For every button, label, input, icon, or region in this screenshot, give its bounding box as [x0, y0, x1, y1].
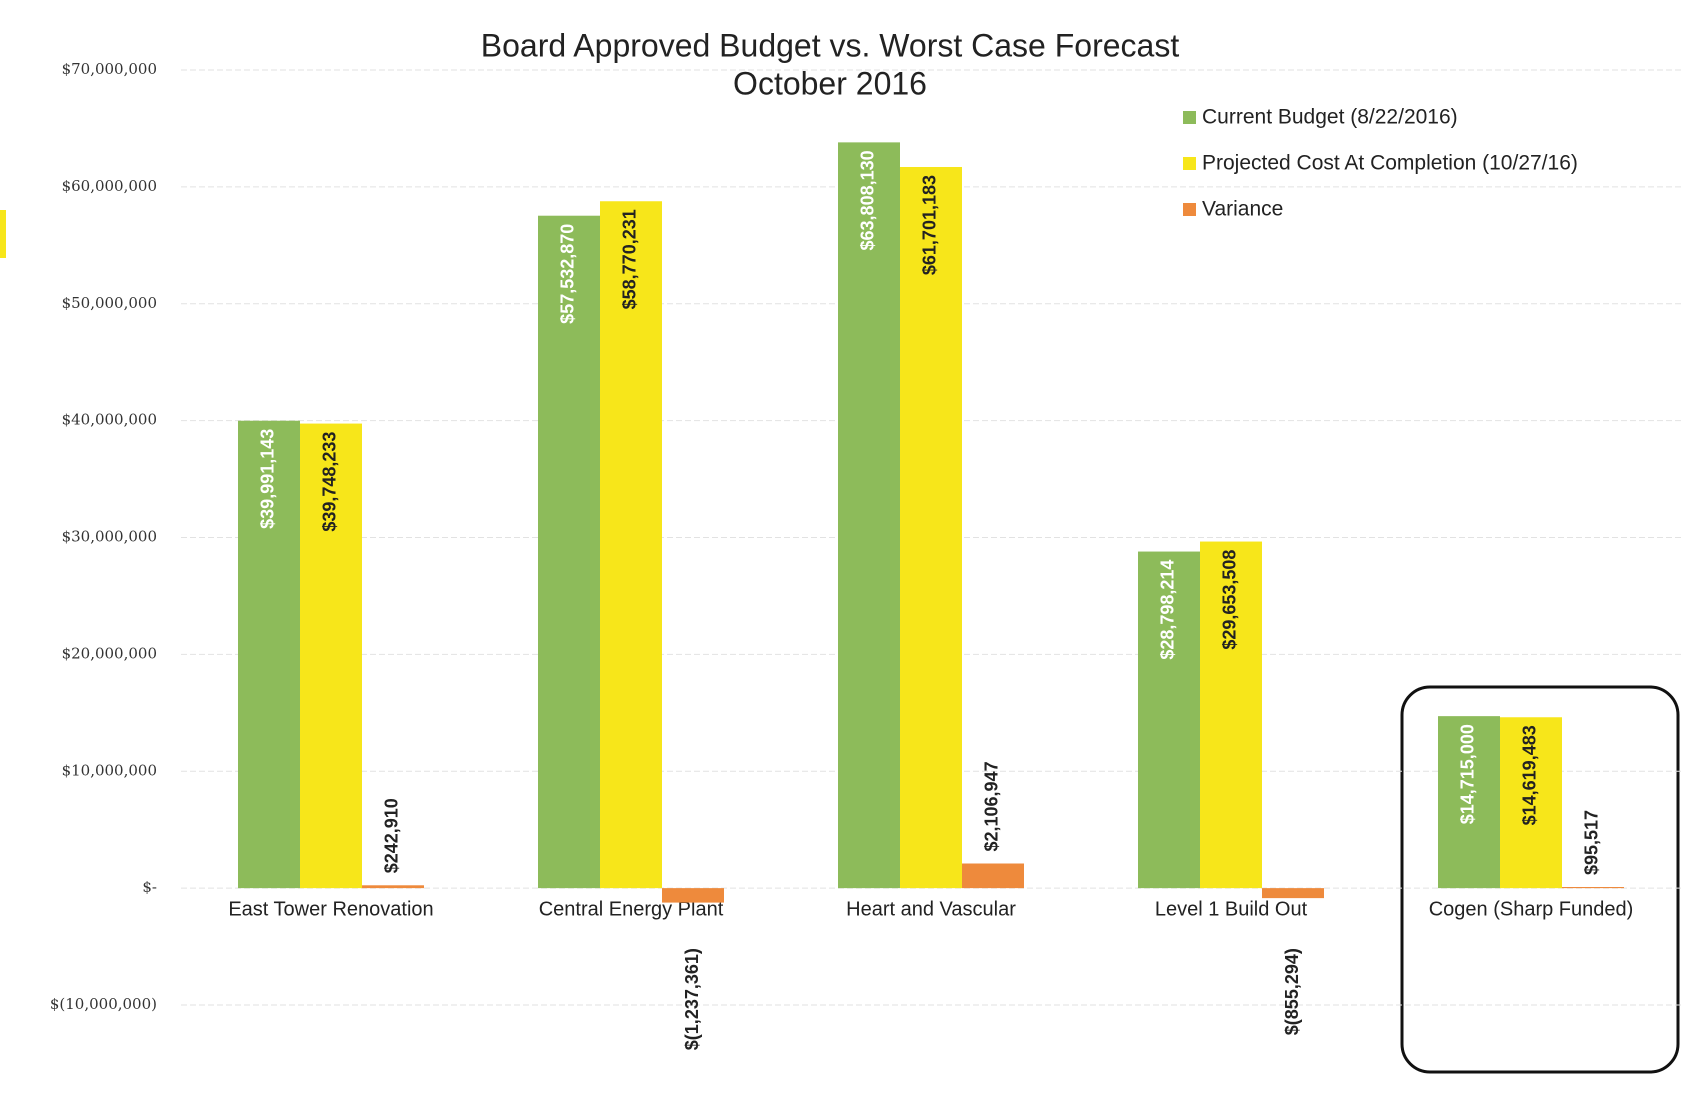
y-tick-label: $40,000,000 — [62, 411, 157, 429]
highlight-box — [1400, 685, 1680, 1074]
data-label: $63,808,130 — [858, 150, 878, 250]
data-label: $39,748,233 — [320, 432, 340, 532]
x-tick-label: Central Energy Plant — [539, 898, 724, 920]
data-label: $(1,237,361) — [682, 948, 702, 1050]
bar — [362, 885, 424, 889]
y-tick-label: $- — [142, 878, 157, 896]
legend-label: Variance — [1202, 198, 1283, 221]
y-tick-label: $20,000,000 — [62, 644, 157, 662]
y-tick-label: $10,000,000 — [62, 761, 157, 779]
x-tick-label: Cogen (Sharp Funded) — [1429, 898, 1634, 920]
chart-title: Board Approved Budget vs. Worst Case For… — [481, 27, 1180, 63]
bar — [600, 201, 662, 889]
bar — [538, 215, 600, 889]
x-tick-label: East Tower Renovation — [228, 898, 433, 920]
data-label: $2,106,947 — [982, 761, 1002, 851]
data-label: $61,701,183 — [920, 175, 940, 275]
y-tick-label: $50,000,000 — [62, 294, 157, 312]
data-label: $14,715,000 — [1458, 724, 1478, 824]
data-label: $28,798,214 — [1158, 560, 1178, 660]
x-tick-label: Heart and Vascular — [846, 898, 1016, 920]
data-label: $(855,294) — [1282, 948, 1302, 1035]
data-label: $39,991,143 — [258, 429, 278, 529]
data-label: $29,653,508 — [1220, 550, 1240, 650]
y-tick-label: $60,000,000 — [62, 177, 157, 195]
y-tick-label: $30,000,000 — [62, 528, 157, 546]
bar — [1138, 551, 1200, 889]
bar — [962, 863, 1024, 889]
bar — [1562, 887, 1624, 889]
bar — [300, 423, 362, 889]
bar — [900, 166, 962, 889]
bar — [838, 142, 900, 889]
bar — [662, 888, 724, 903]
data-label: $242,910 — [382, 798, 402, 873]
bar — [1262, 888, 1324, 899]
legend-label: Projected Cost At Completion (10/27/16) — [1202, 152, 1578, 175]
legend-swatch — [1183, 111, 1196, 124]
legend-swatch — [1183, 203, 1196, 216]
legend-label: Current Budget (8/22/2016) — [1202, 106, 1458, 129]
data-label: $95,517 — [1582, 810, 1602, 875]
legend-swatch — [1183, 157, 1196, 170]
data-label: $14,619,483 — [1520, 725, 1540, 825]
x-tick-label: Level 1 Build Out — [1155, 898, 1308, 920]
data-label: $57,532,870 — [558, 224, 578, 324]
bar — [1200, 541, 1262, 889]
y-tick-label: $70,000,000 — [62, 60, 157, 78]
bar — [238, 420, 300, 889]
y-tick-label: $(10,000,000) — [50, 995, 157, 1013]
edge-mark — [0, 210, 6, 258]
bar — [1438, 716, 1500, 889]
chart-subtitle: October 2016 — [733, 65, 927, 101]
bar — [1500, 717, 1562, 889]
data-label: $58,770,231 — [620, 209, 640, 309]
